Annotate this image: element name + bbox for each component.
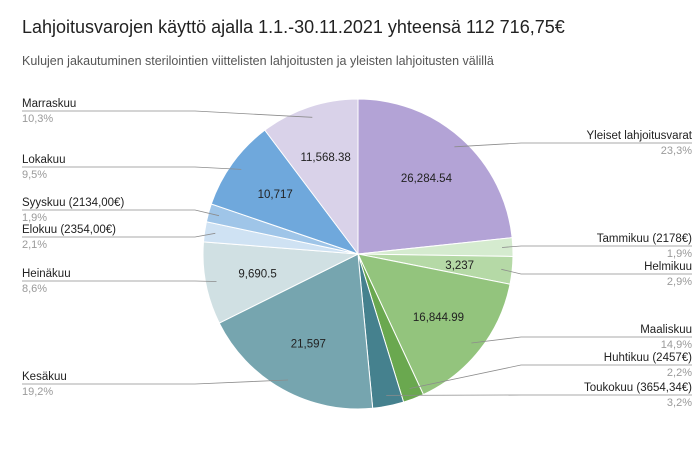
slice-label-yleiset-lahjoitusvarat: Yleiset lahjoitusvarat	[587, 130, 693, 142]
slice-percent-elokuu-2354-00: 2,1%	[22, 239, 47, 251]
leader-line-helmikuu	[501, 268, 692, 275]
slice-label-lokakuu: Lokakuu	[22, 154, 65, 166]
pie-slice-maaliskuu	[357, 253, 511, 396]
slice-percent-maaliskuu: 14,9%	[661, 339, 692, 351]
slice-label-kesakuu: Kesäkuu	[22, 371, 67, 383]
pie-slice-heinakuu	[202, 241, 360, 324]
value-label-maaliskuu: 16,844.99	[413, 312, 464, 324]
pie-slices	[202, 98, 514, 410]
leader-line-lokakuu	[22, 166, 242, 170]
slice-label-helmikuu: Helmikuu	[644, 261, 692, 273]
slice-percent-marraskuu: 10,3%	[22, 113, 53, 125]
leader-line-syyskuu-2134-00	[22, 209, 220, 217]
slice-percent-huhtikuu-2457: 2,2%	[667, 367, 692, 379]
pie-slice-lokakuu	[210, 129, 360, 255]
slice-percent-tammikuu-2178: 1,9%	[667, 248, 692, 260]
slice-percent-toukokuu-3654-34: 3,2%	[667, 397, 692, 409]
slice-percent-helmikuu: 2,9%	[667, 276, 692, 288]
value-label-kesakuu: 21,597	[291, 338, 326, 350]
slice-percent-lokakuu: 9,5%	[22, 169, 47, 181]
pie-slice-marraskuu	[264, 98, 359, 256]
chart-subtitle: Kulujen jakautuminen sterilointien viitt…	[22, 54, 494, 68]
pie-slice-yleiset-lahjoitusvarat	[357, 98, 513, 255]
value-label-heinakuu: 9,690.5	[238, 269, 276, 281]
pie-slice-kesakuu	[218, 253, 374, 410]
slice-outside-labels: Yleiset lahjoitusvarat 23,3% Tammikuu (217…	[22, 98, 693, 409]
slice-label-heinakuu: Heinäkuu	[22, 268, 71, 280]
value-label-helmikuu: 3,237	[445, 260, 474, 272]
slice-percent-syyskuu-2134-00: 1,9%	[22, 212, 47, 224]
leader-line-huhtikuu-2457	[409, 364, 692, 389]
slice-label-tammikuu-2178: Tammikuu (2178€)	[597, 233, 692, 245]
leader-line-yleiset-lahjoitusvarat	[454, 142, 692, 148]
slice-label-elokuu-2354-00: Elokuu (2354,00€)	[22, 224, 116, 236]
slice-label-syyskuu-2134-00: Syyskuu (2134,00€)	[22, 197, 124, 209]
leader-line-maaliskuu	[471, 336, 692, 344]
leader-line-tammikuu-2178	[501, 245, 692, 248]
leader-line-elokuu-2354-00	[22, 232, 216, 238]
slice-label-toukokuu-3654-34: Toukokuu (3654,34€)	[584, 382, 692, 394]
value-label-marraskuu: 11,568.38	[300, 152, 350, 164]
leader-line-kesakuu	[22, 379, 289, 385]
leader-lines	[22, 110, 692, 396]
slice-label-maaliskuu: Maaliskuu	[640, 324, 692, 336]
slice-percent-yleiset-lahjoitusvarat: 23,3%	[661, 145, 692, 157]
leader-line-marraskuu	[22, 110, 313, 118]
leader-line-heinakuu	[22, 280, 217, 282]
slice-value-labels: 26,284.54 3,237 16,844.99 21,597 9,690.5 10,7…	[238, 152, 474, 350]
slice-percent-heinakuu: 8,6%	[22, 283, 47, 295]
chart-title: Lahjoitusvarojen käyttö ajalla 1.1.-30.1…	[22, 17, 565, 37]
slice-label-huhtikuu-2457: Huhtikuu (2457€)	[604, 352, 692, 364]
slice-label-marraskuu: Marraskuu	[22, 98, 76, 110]
value-label-lokakuu: 10,717	[258, 189, 293, 201]
value-label-yleiset-lahjoitusvarat: 26,284.54	[401, 173, 453, 185]
slice-percent-kesakuu: 19,2%	[22, 386, 53, 398]
